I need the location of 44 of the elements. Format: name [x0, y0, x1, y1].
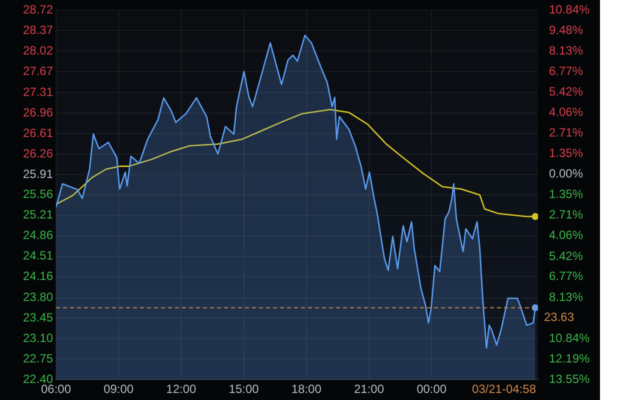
y-tick-label: 23.80: [22, 290, 54, 304]
x-tick-label: 18:00: [291, 382, 322, 396]
y-tick-label: 28.72: [22, 2, 54, 17]
y-tick-label: 25.21: [22, 208, 54, 222]
y-tick-label: 24.16: [22, 269, 54, 284]
y2-tick-label: 8.13%: [549, 44, 584, 58]
x-tick-label: 12:00: [166, 382, 197, 396]
x-tick-label: 09:00: [104, 382, 134, 396]
x-tick-label: 21:00: [354, 382, 384, 396]
y-tick-label: 22.75: [22, 351, 54, 366]
y-tick-label: 28.37: [22, 22, 54, 37]
y-tick-label: 28.02: [22, 43, 54, 58]
y2-tick-label: 2.71%: [549, 208, 584, 222]
y-tick-label: 24.86: [22, 228, 54, 242]
y-tick-label: 27.67: [22, 64, 54, 78]
y2-tick-label: 9.48%: [549, 23, 584, 38]
y2-tick-label: 8.13%: [549, 290, 584, 304]
x-tick-label: 15:00: [228, 382, 260, 396]
y-tick-label: 25.91: [22, 166, 54, 181]
y-tick-label: 23.10: [22, 331, 54, 345]
y2-tick-label: 5.42%: [549, 84, 584, 99]
y2-tick-label: 4.06%: [549, 105, 584, 120]
y2-tick-label: 0.00%: [549, 166, 584, 181]
ref-line-label: 23.63: [544, 310, 574, 324]
y2-tick-label: 13.55%: [549, 372, 590, 386]
y2-tick-label: 10.84%: [549, 2, 590, 17]
y2-tick-label: 10.84%: [549, 330, 590, 345]
y2-tick-label: 1.35%: [549, 146, 584, 160]
x-tick-label: 00:00: [416, 382, 447, 396]
text: 03/21-04:58: [472, 382, 536, 396]
y-tick-label: 24.51: [22, 248, 54, 263]
y2-tick-label: 1.35%: [549, 187, 584, 202]
y-tick-label: 26.61: [22, 126, 54, 140]
y-tick-label: 26.96: [22, 105, 54, 120]
y-tick-label: 25.56: [22, 187, 54, 202]
y-tick-label: 27.31: [22, 84, 54, 99]
y2-tick-label: 5.42%: [549, 248, 584, 263]
y2-tick-label: 6.77%: [549, 64, 584, 78]
y2-tick-label: 2.71%: [549, 126, 584, 140]
y2-tick-label: 4.06%: [549, 228, 584, 242]
y-tick-label: 26.26: [22, 146, 54, 160]
y-tick-label: 23.45: [22, 310, 54, 325]
y2-tick-label: 6.77%: [549, 269, 584, 284]
y2-tick-label: 12.19%: [549, 351, 590, 366]
